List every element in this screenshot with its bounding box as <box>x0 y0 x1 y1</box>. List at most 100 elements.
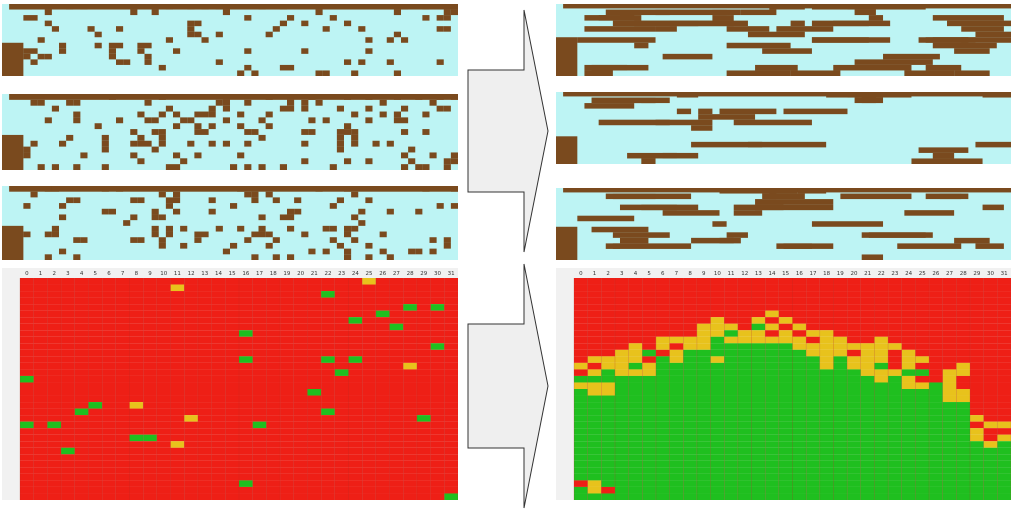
heatmap-cell <box>20 330 34 337</box>
heatmap-right: 0 1 2 3 4 5 6 7 8 9 10 11 12 13 14 15 16 17 18 19 20 21 22 23 24… <box>556 268 1011 500</box>
grid-cell-filled <box>422 129 430 135</box>
heatmap-cell <box>348 317 363 324</box>
heatmap-cell <box>156 317 171 324</box>
heatmap-cell <box>833 343 848 350</box>
heatmap-cell <box>88 343 103 350</box>
heatmap-cell <box>88 304 103 311</box>
heatmap-cell <box>334 460 349 468</box>
heatmap-cell <box>143 330 157 337</box>
heatmap-cell <box>574 369 588 376</box>
heatmap-cell <box>628 408 643 416</box>
heatmap-cell <box>184 349 198 357</box>
grid-cluster <box>897 243 962 249</box>
heatmap-cell <box>614 467 629 474</box>
heatmap-cell <box>642 486 656 494</box>
grid-cell-filled <box>116 59 124 65</box>
grid-cell-filled <box>158 129 166 135</box>
heatmap-cell <box>102 336 116 344</box>
heatmap-cell <box>751 415 766 422</box>
heatmap-cell <box>88 447 103 455</box>
heatmap-cell <box>156 343 171 350</box>
heatmap-cell <box>143 493 157 500</box>
heatmap-cell <box>239 323 253 331</box>
heatmap-cell <box>307 467 322 474</box>
heatmap-cell <box>225 310 239 318</box>
heatmap-cell <box>819 460 834 468</box>
heatmap-cell <box>724 428 738 435</box>
heatmap-cell <box>915 493 930 500</box>
grid-cell-filled <box>315 186 323 192</box>
heatmap-cell <box>170 395 185 403</box>
grid-cell-filled <box>215 225 223 232</box>
heatmap-cell <box>239 447 253 455</box>
heatmap-cell <box>601 460 615 468</box>
heatmap-cell <box>751 493 766 500</box>
heatmap-cell <box>266 408 281 416</box>
grid-cell-filled <box>59 203 67 209</box>
heatmap-cell <box>444 278 458 285</box>
grid-cell-filled <box>365 37 373 43</box>
heatmap-cell <box>587 473 602 481</box>
heatmap-cell <box>655 369 670 376</box>
heatmap-column-header: 1 <box>39 271 43 277</box>
heatmap-cell <box>669 336 684 344</box>
heatmap-cell <box>156 402 171 409</box>
heatmap-cell <box>737 317 752 324</box>
heatmap-cell <box>33 343 48 350</box>
grid-cluster <box>776 26 834 32</box>
heatmap-cell <box>710 447 725 455</box>
heatmap-cell <box>33 447 48 455</box>
heatmap-cell <box>819 291 834 298</box>
heatmap-cell <box>724 454 738 461</box>
heatmap-cell <box>696 460 711 468</box>
heatmap-cell <box>293 362 308 370</box>
heatmap-cell <box>614 454 629 461</box>
heatmap-cell <box>403 369 417 376</box>
heatmap-cell <box>102 493 116 500</box>
heatmap-cell <box>669 473 684 481</box>
grid-cluster <box>755 64 798 71</box>
heatmap-cell <box>197 278 212 285</box>
heatmap-cell <box>252 291 267 298</box>
heatmap-cell <box>184 375 198 383</box>
heatmap-cell <box>888 310 902 318</box>
grid-cell-filled <box>44 4 52 10</box>
heatmap-cell <box>956 304 971 311</box>
heatmap-cell <box>403 395 417 403</box>
heatmap-cell <box>375 349 390 357</box>
grid-cell-filled <box>287 225 295 232</box>
heatmap-cell <box>252 454 267 461</box>
heatmap-cell <box>102 389 116 396</box>
heatmap-cell <box>601 421 615 429</box>
heatmap-cell <box>888 343 902 350</box>
heatmap-cell <box>874 297 889 305</box>
heatmap-cell <box>239 402 253 409</box>
grid-cell-filled <box>173 123 181 130</box>
heatmap-cell <box>430 382 445 389</box>
grid-cell-filled <box>358 208 366 215</box>
heatmap-cell <box>642 291 656 298</box>
heatmap-cell <box>362 454 376 461</box>
heatmap-cell <box>307 402 322 409</box>
heatmap-cell <box>252 402 267 409</box>
heatmap-cell <box>696 297 711 305</box>
heatmap-cell <box>601 402 615 409</box>
heatmap-cell <box>143 362 157 370</box>
heatmap-cell <box>642 382 656 389</box>
heatmap-cell <box>915 434 930 442</box>
heatmap-cell <box>266 304 281 311</box>
grid-cell-filled <box>144 140 152 147</box>
grid-cell-filled <box>279 105 287 112</box>
heatmap-cell <box>115 284 130 292</box>
heatmap-cell <box>280 343 294 350</box>
heatmap-cell <box>403 336 417 344</box>
heatmap-cell <box>444 349 458 357</box>
grid-cell-filled <box>365 254 373 260</box>
heatmap-cell <box>929 480 943 487</box>
heatmap-cell <box>901 310 916 318</box>
grid-cell-filled <box>386 208 394 215</box>
heatmap-cell <box>710 441 725 448</box>
heatmap-cell <box>683 408 697 416</box>
heatmap-cell <box>983 356 998 363</box>
heatmap-cell <box>601 343 615 350</box>
